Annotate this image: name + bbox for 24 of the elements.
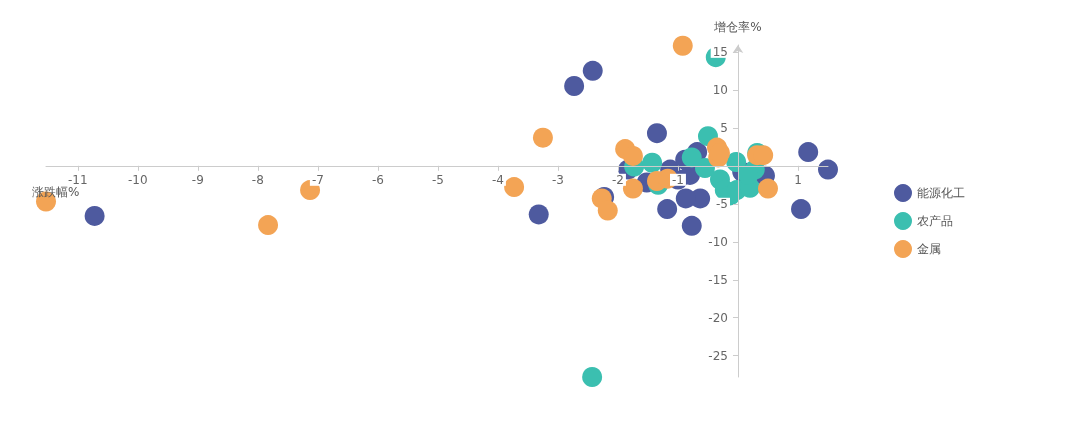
x-tick-label: 1 <box>794 172 802 187</box>
x-tick-label: -6 <box>371 172 384 187</box>
x-tick-label: -9 <box>191 172 204 187</box>
y-tick-label: 5 <box>720 120 728 135</box>
y-tick-label: 15 <box>712 44 728 59</box>
legend-label: 能源化工 <box>917 186 965 200</box>
y-tick-label: -15 <box>708 272 728 287</box>
x-tick-label: -11 <box>68 172 88 187</box>
y-tick-label: -10 <box>708 234 728 249</box>
x-tick-label: -10 <box>128 172 148 187</box>
y-tick-label: 10 <box>712 82 728 97</box>
y-tick-label: -5 <box>716 196 728 211</box>
x-tick-label: -3 <box>551 172 564 187</box>
x-tick-label: -4 <box>491 172 504 187</box>
x-tick-label: -8 <box>251 172 264 187</box>
legend-label: 农产品 <box>917 214 953 228</box>
legend-label: 金属 <box>917 242 941 256</box>
x-tick-label: -7 <box>311 172 324 187</box>
x-tick-label: -5 <box>431 172 444 187</box>
x-tick-label: -2 <box>611 172 624 187</box>
y-tick-label: -25 <box>708 348 728 363</box>
x-tick-label: -1 <box>671 172 684 187</box>
y-tick-label: -20 <box>708 310 728 325</box>
y-axis-title: 增仓率% <box>713 20 762 34</box>
